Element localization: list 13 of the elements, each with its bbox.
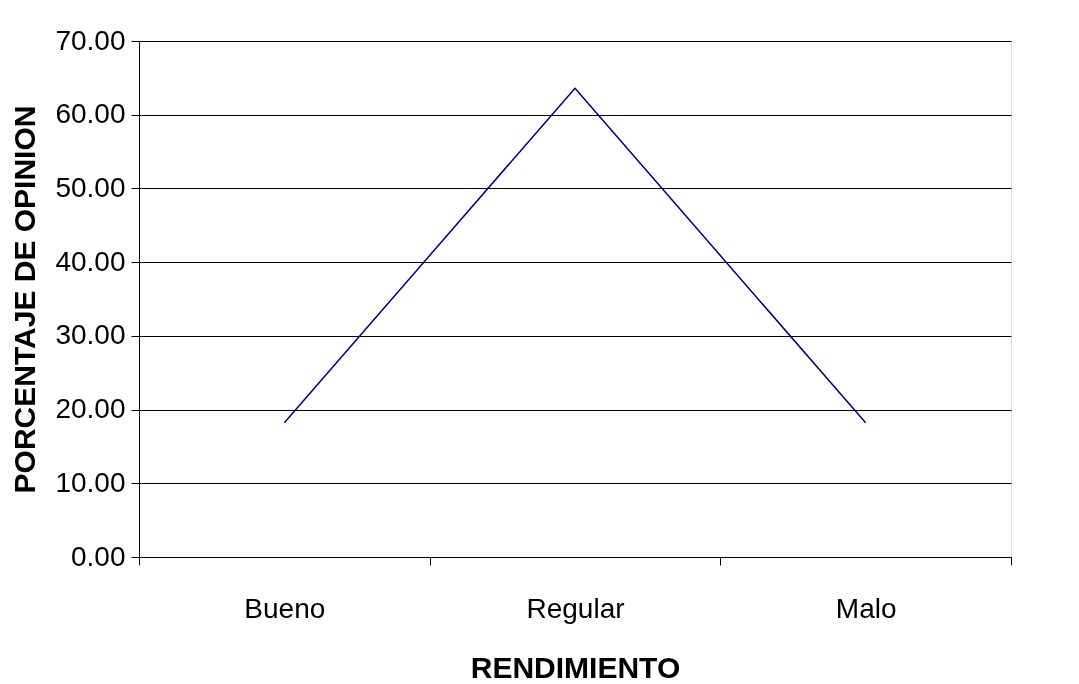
x-tick-label: Regular: [526, 592, 625, 624]
y-tick-label: 60.00: [55, 98, 126, 130]
y-axis-title: PORCENTAJE DE OPINION: [8, 105, 42, 494]
y-tick-label: 70.00: [55, 24, 126, 56]
x-tick-label: Malo: [835, 592, 897, 624]
y-tick-label: 10.00: [55, 466, 126, 498]
y-tick-label: 30.00: [55, 319, 126, 351]
y-tick-label: 20.00: [55, 393, 126, 425]
x-axis-title: RENDIMIENTO: [470, 650, 681, 684]
x-tick-label: Bueno: [244, 592, 326, 624]
y-tick-label: 0.00: [71, 540, 126, 572]
y-tick-label: 50.00: [55, 171, 126, 203]
y-tick-label: 40.00: [55, 245, 126, 277]
